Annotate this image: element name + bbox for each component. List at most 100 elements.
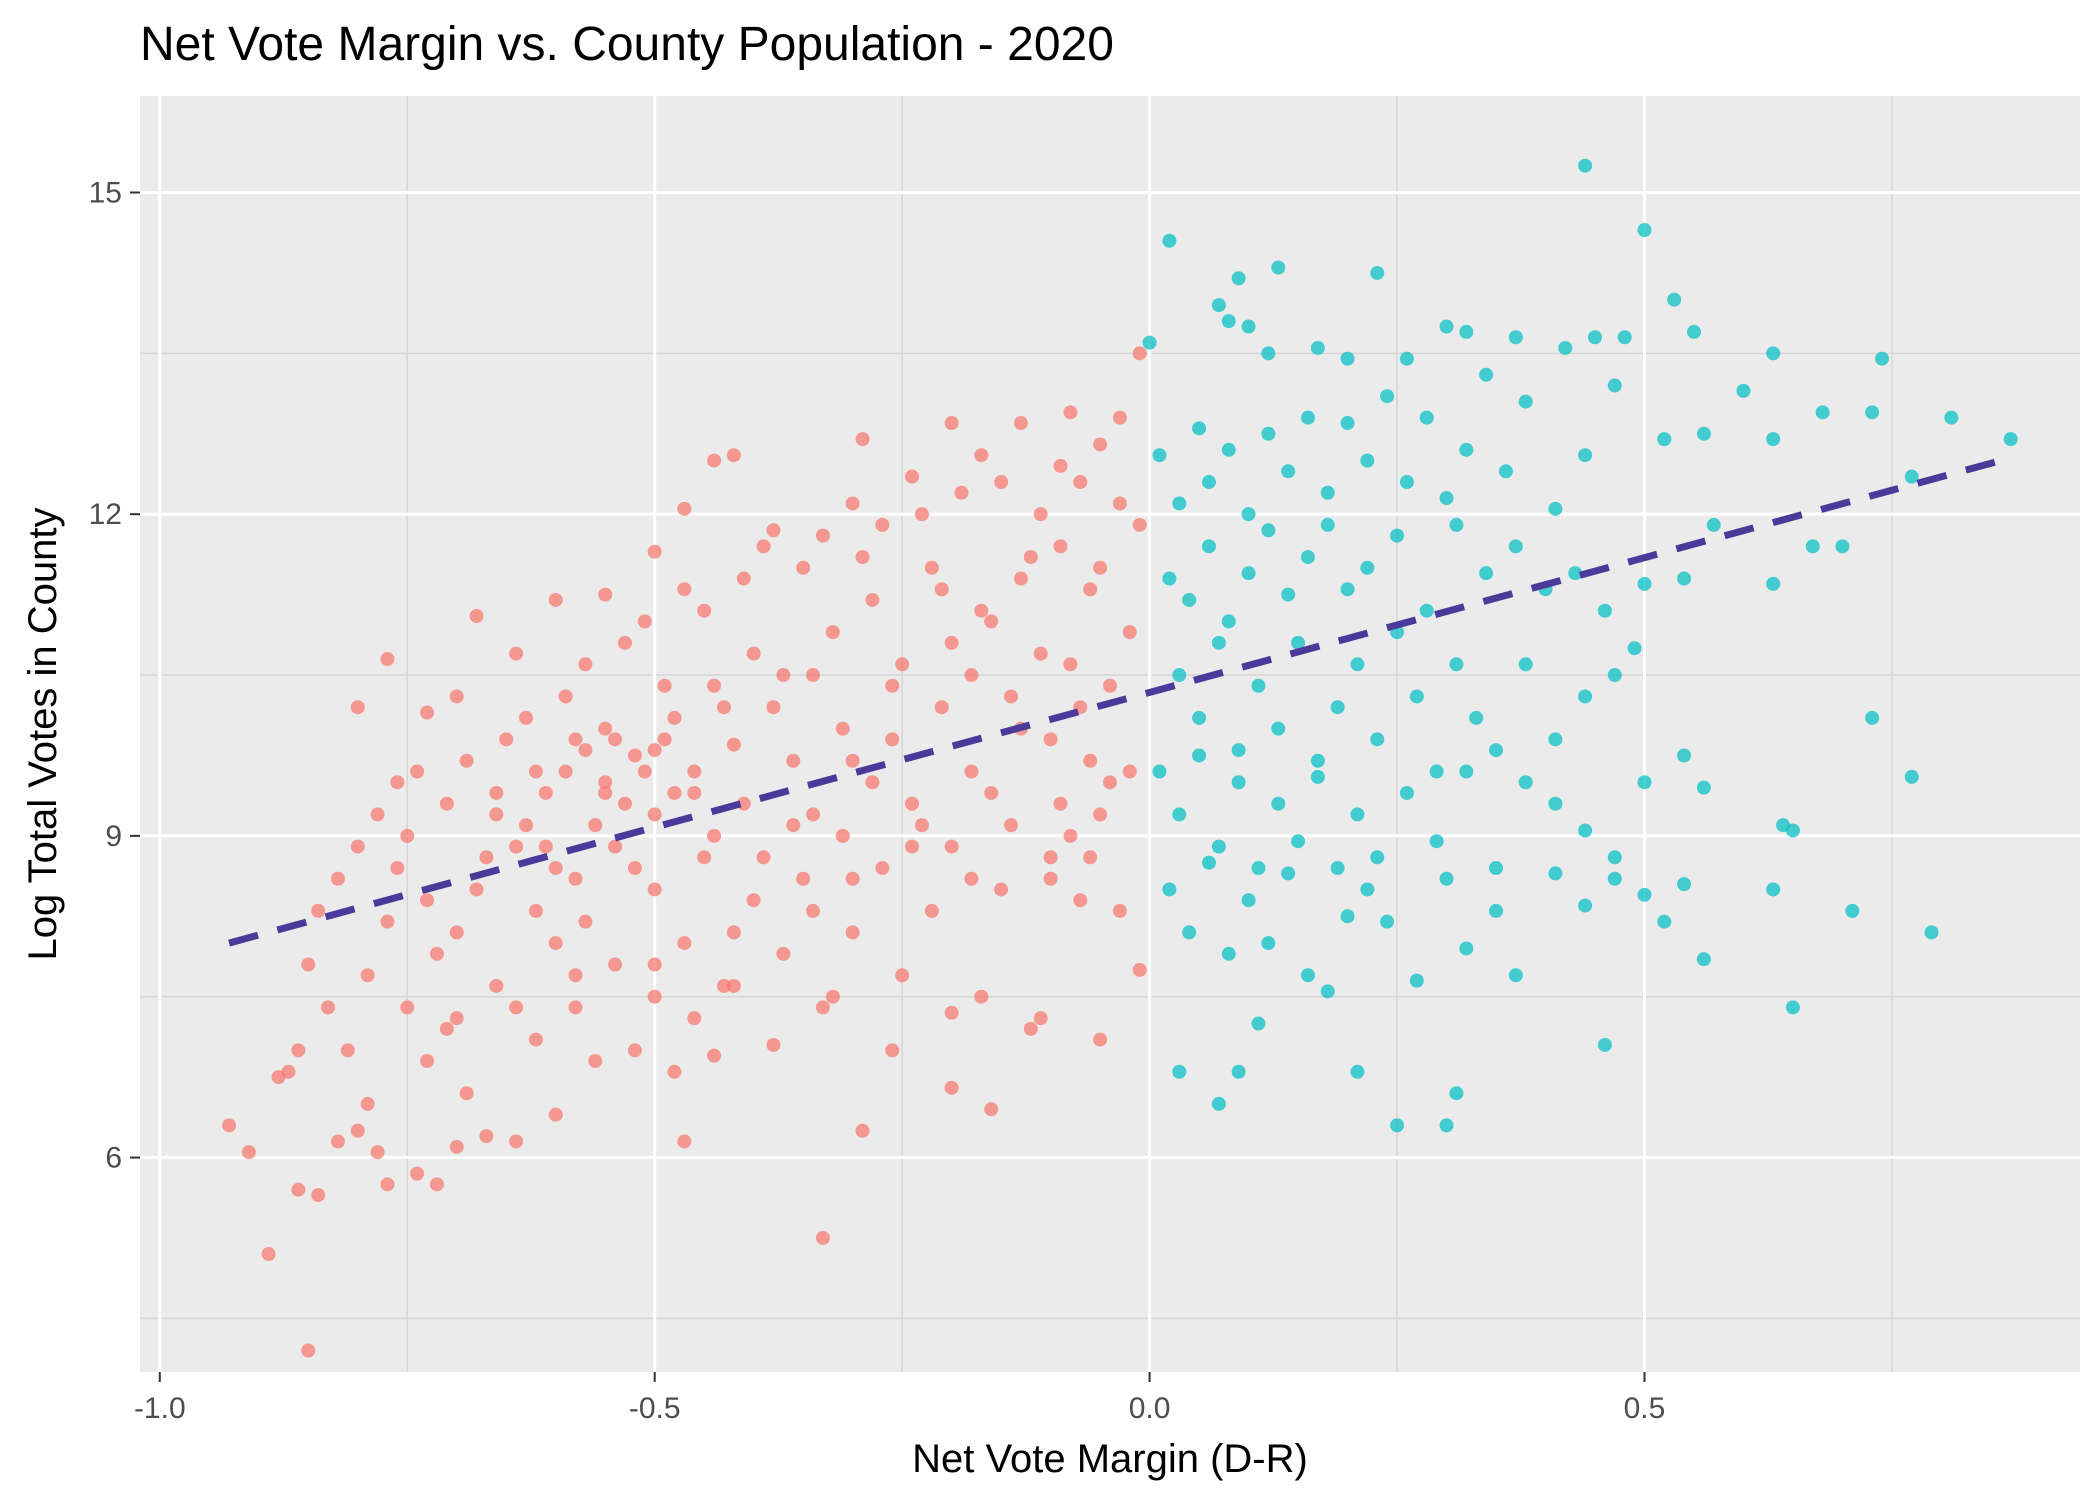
data-point	[726, 925, 741, 940]
data-point	[1271, 721, 1286, 736]
data-point	[974, 448, 989, 463]
data-point	[1152, 764, 1167, 779]
data-point	[974, 603, 989, 618]
data-point	[1201, 475, 1216, 490]
data-point	[1419, 603, 1434, 618]
data-point	[558, 689, 573, 704]
data-point	[548, 936, 563, 951]
data-point	[815, 528, 830, 543]
data-point	[1241, 319, 1256, 334]
data-point	[568, 871, 583, 886]
data-point	[291, 1182, 306, 1197]
data-point	[380, 651, 395, 666]
data-point	[1865, 710, 1880, 725]
data-point	[1508, 330, 1523, 345]
data-point	[1380, 914, 1395, 929]
data-point	[1340, 582, 1355, 597]
data-point	[548, 1107, 563, 1122]
data-point	[1033, 646, 1048, 661]
data-point	[1677, 748, 1692, 763]
data-point	[350, 839, 365, 854]
data-point	[1390, 528, 1405, 543]
data-point	[1479, 367, 1494, 382]
data-point	[449, 689, 464, 704]
data-point	[350, 700, 365, 715]
data-point	[746, 646, 761, 661]
data-point	[1627, 641, 1642, 656]
data-point	[964, 871, 979, 886]
data-point	[1370, 850, 1385, 865]
data-point	[1399, 351, 1414, 366]
data-point	[905, 839, 920, 854]
data-point	[1004, 818, 1019, 833]
data-point	[964, 668, 979, 683]
data-point	[1291, 635, 1306, 650]
data-point	[1637, 775, 1652, 790]
data-point	[1013, 416, 1028, 431]
data-point	[637, 614, 652, 629]
data-point	[1944, 410, 1959, 425]
data-point	[1043, 871, 1058, 886]
data-point	[667, 1064, 682, 1079]
data-point	[855, 550, 870, 565]
data-point	[1043, 732, 1058, 747]
data-point	[1132, 517, 1147, 532]
y-axis: 6 9 12 15	[89, 177, 140, 1175]
data-point	[1023, 1021, 1038, 1036]
data-point	[1073, 893, 1088, 908]
data-point	[1103, 775, 1117, 790]
data-point	[1043, 850, 1058, 865]
data-point	[449, 1011, 464, 1026]
data-point	[924, 903, 939, 918]
data-point	[370, 807, 385, 822]
data-point	[726, 737, 741, 752]
data-point	[1033, 1011, 1048, 1026]
data-point	[1439, 871, 1454, 886]
data-point	[439, 796, 454, 811]
data-point	[835, 721, 850, 736]
data-point	[875, 861, 890, 876]
data-point	[697, 603, 712, 618]
y-tick-label: 15	[89, 177, 122, 210]
data-point	[786, 818, 801, 833]
data-point	[330, 1134, 345, 1149]
data-point	[934, 700, 949, 715]
data-point	[1310, 340, 1325, 355]
data-point	[707, 828, 722, 843]
data-point	[756, 539, 771, 554]
data-point	[1251, 678, 1266, 693]
data-point	[677, 582, 692, 597]
data-point	[311, 903, 326, 918]
data-point	[1182, 925, 1197, 940]
data-point	[1192, 710, 1207, 725]
data-point	[1449, 517, 1464, 532]
data-point	[1766, 576, 1781, 591]
data-point	[1063, 405, 1078, 420]
data-point	[924, 560, 939, 575]
data-point	[1904, 469, 1919, 484]
data-point	[1350, 1064, 1365, 1079]
data-point	[459, 1086, 474, 1101]
data-point	[627, 748, 642, 763]
data-point	[1310, 769, 1325, 784]
data-point	[1320, 984, 1335, 999]
data-point	[647, 957, 662, 972]
data-point	[1360, 453, 1375, 468]
data-point	[914, 507, 929, 522]
trend-line	[228, 457, 2002, 947]
x-tick-label: 0.0	[1129, 1392, 1171, 1425]
data-point	[1766, 346, 1781, 361]
data-point	[1093, 807, 1108, 822]
data-point	[1211, 298, 1226, 313]
data-point	[608, 732, 623, 747]
data-point	[944, 635, 959, 650]
data-point	[528, 764, 543, 779]
data-point	[776, 668, 791, 683]
data-point	[528, 903, 543, 918]
data-point	[1152, 448, 1167, 463]
x-tick-label: 0.5	[1624, 1392, 1666, 1425]
data-point	[1231, 743, 1246, 758]
data-point	[1211, 635, 1226, 650]
data-point	[420, 1054, 435, 1069]
data-point	[301, 1343, 316, 1358]
